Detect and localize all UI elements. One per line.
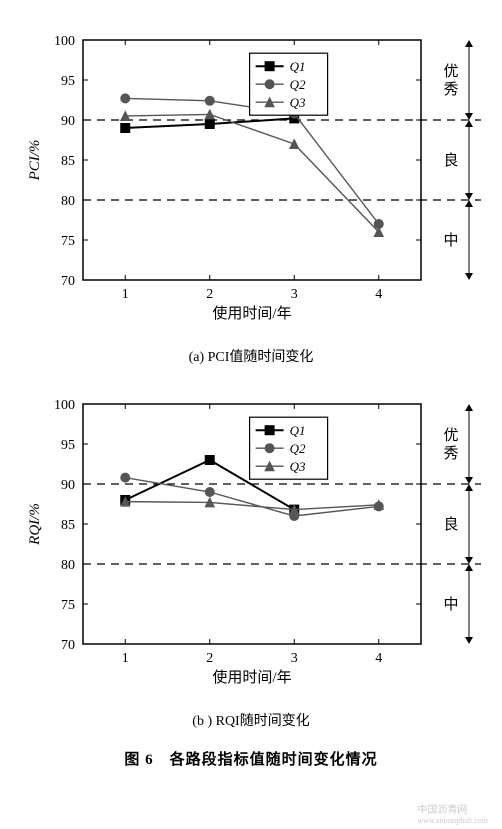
y-tick-label: 70 bbox=[61, 638, 75, 653]
x-tick-label: 4 bbox=[375, 287, 382, 302]
legend-label: Q1 bbox=[290, 59, 306, 74]
x-tick-label: 1 bbox=[122, 651, 129, 666]
zone-label: 优 bbox=[443, 427, 458, 444]
legend-label: Q3 bbox=[290, 95, 306, 110]
y-tick-label: 100 bbox=[54, 398, 75, 413]
y-tick-label: 90 bbox=[61, 114, 75, 129]
zone-label: 良 bbox=[443, 516, 458, 533]
zone-label: 秀 bbox=[443, 445, 458, 462]
y-tick-label: 95 bbox=[61, 74, 75, 89]
y-tick-label: 80 bbox=[61, 558, 75, 573]
legend-label: Q3 bbox=[290, 459, 306, 474]
figure-caption: 图 6 各路段指标值随时间变化情况 bbox=[10, 748, 492, 769]
zone-label: 良 bbox=[443, 152, 458, 169]
y-tick-label: 95 bbox=[61, 438, 75, 453]
chart-b-subtitle: (b ) RQI随时间变化 bbox=[11, 710, 491, 730]
x-tick-label: 2 bbox=[206, 287, 213, 302]
legend-label: Q1 bbox=[290, 423, 306, 438]
zone-label: 秀 bbox=[443, 81, 458, 98]
y-tick-label: 85 bbox=[61, 154, 75, 169]
y-axis-label: RQI/% bbox=[27, 503, 43, 546]
zone-label: 优 bbox=[443, 63, 458, 80]
zone-label: 中 bbox=[443, 232, 458, 249]
chart-a-wrap: 70 75 80 85 90 95 100 1 2 3 4 使用时间/年 PCI/% 优秀良中 Q1 Q2 Q3… bbox=[11, 20, 491, 366]
y-tick-label: 80 bbox=[61, 194, 75, 209]
chart-b-svg: 70 75 80 85 90 95 100 1 2 3 4 使用时间/年 RQI/% 优秀良中 Q1 Q2 Q3 bbox=[11, 384, 491, 704]
watermark-line1: 中国沥青网 bbox=[417, 805, 467, 816]
x-axis-label: 使用时间/年 bbox=[212, 669, 291, 686]
chart-a-subtitle: (a) PCI值随时间变化 bbox=[11, 346, 491, 366]
legend-label: Q2 bbox=[290, 77, 306, 92]
chart-a-svg: 70 75 80 85 90 95 100 1 2 3 4 使用时间/年 PCI/% 优秀良中 Q1 Q2 Q3 bbox=[11, 20, 491, 340]
x-tick-label: 3 bbox=[291, 287, 298, 302]
legend-label: Q2 bbox=[290, 441, 306, 456]
y-tick-label: 85 bbox=[61, 518, 75, 533]
x-tick-label: 4 bbox=[375, 651, 382, 666]
x-tick-label: 2 bbox=[206, 651, 213, 666]
y-tick-label: 75 bbox=[61, 598, 75, 613]
y-tick-label: 90 bbox=[61, 478, 75, 493]
y-axis-label: PCI/% bbox=[27, 140, 43, 182]
zone-label: 中 bbox=[443, 596, 458, 613]
watermark: 中国沥青网 www.sinoasphalt.com bbox=[417, 801, 488, 825]
x-tick-label: 3 bbox=[291, 651, 298, 666]
y-tick-label: 100 bbox=[54, 34, 75, 49]
chart-b-wrap: 70 75 80 85 90 95 100 1 2 3 4 使用时间/年 RQI/% 优秀良中 Q1 Q2 Q3… bbox=[11, 384, 491, 730]
watermark-line2: www.sinoasphalt.com bbox=[417, 816, 488, 825]
y-tick-label: 75 bbox=[61, 234, 75, 249]
y-tick-label: 70 bbox=[61, 274, 75, 289]
x-tick-label: 1 bbox=[122, 287, 129, 302]
x-axis-label: 使用时间/年 bbox=[212, 305, 291, 322]
